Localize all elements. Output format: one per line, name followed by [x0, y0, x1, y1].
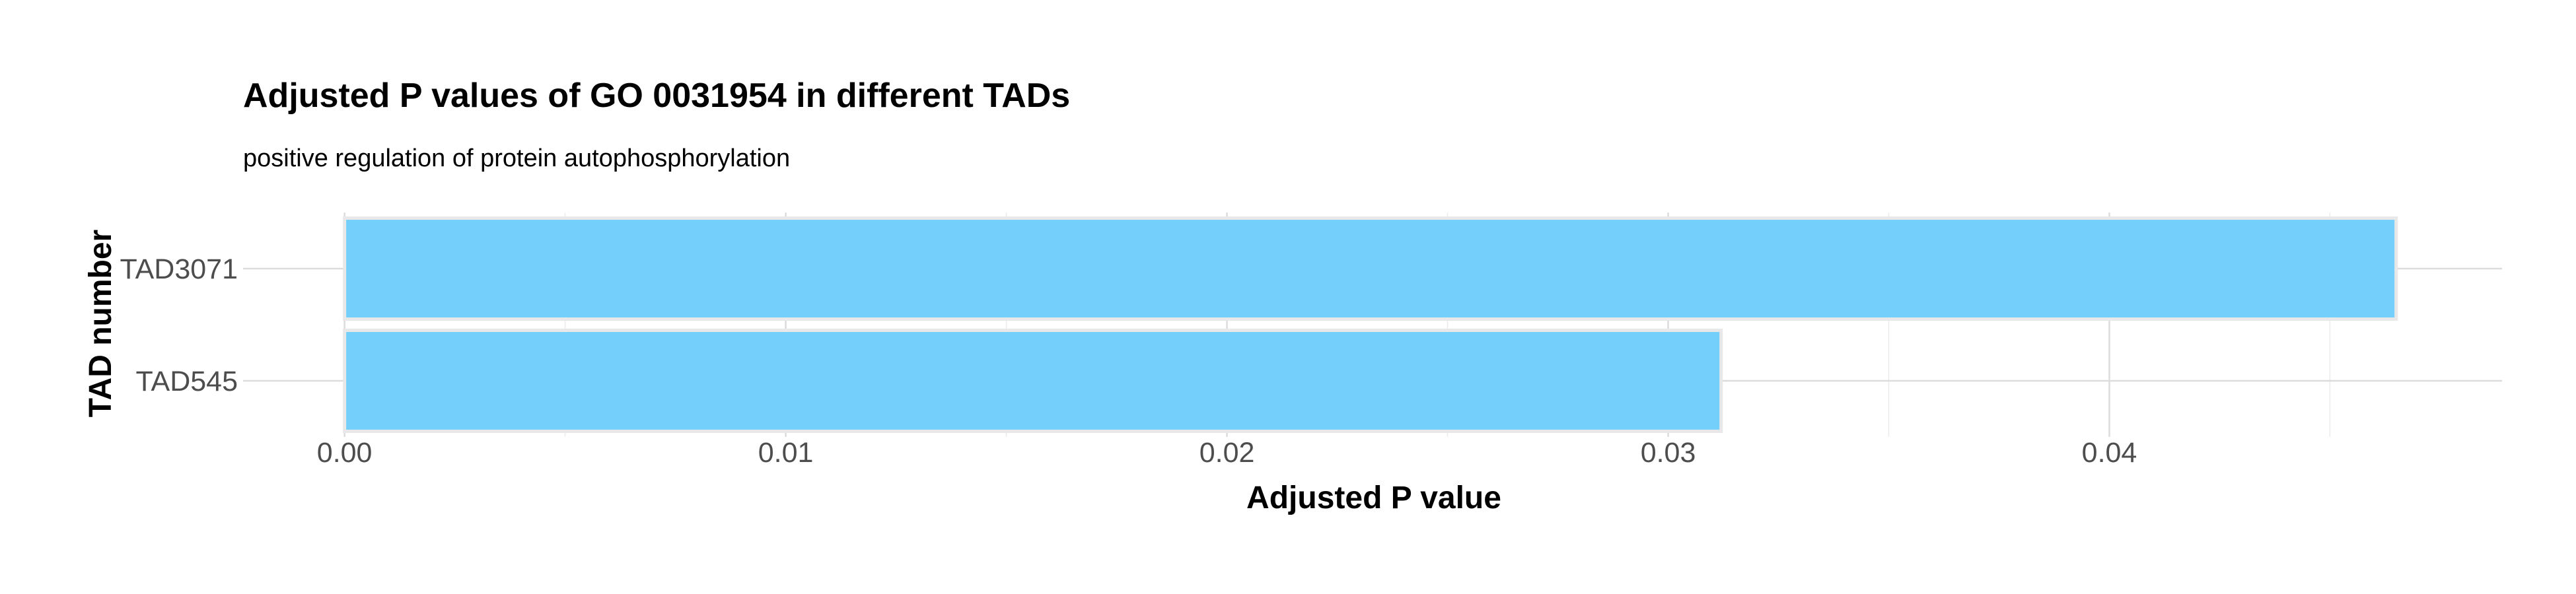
y-tick-label-tad545: TAD545 — [135, 366, 238, 397]
bars — [343, 216, 2398, 433]
y-tick-label-tad3071: TAD3071 — [120, 253, 238, 285]
bar-tad3071 — [343, 216, 2398, 321]
x-axis-title: Adjusted P value — [1246, 480, 1501, 515]
x-tick-label-0: 0.00 — [317, 437, 373, 469]
x-tick-label-4: 0.04 — [2082, 437, 2137, 469]
bar-tad545 — [343, 329, 1723, 433]
x-tick-label-1: 0.01 — [758, 437, 814, 469]
y-axis-ticks: TAD3071 TAD545 — [120, 253, 238, 397]
x-tick-label-2: 0.02 — [1199, 437, 1255, 469]
x-tick-label-3: 0.03 — [1641, 437, 1696, 469]
x-axis-ticks: 0.00 0.01 0.02 0.03 0.04 — [317, 437, 2137, 469]
y-axis-title: TAD number — [83, 230, 118, 417]
chart-subtitle: positive regulation of protein autophosp… — [243, 145, 790, 172]
chart-title: Adjusted P values of GO 0031954 in diffe… — [243, 77, 1070, 115]
